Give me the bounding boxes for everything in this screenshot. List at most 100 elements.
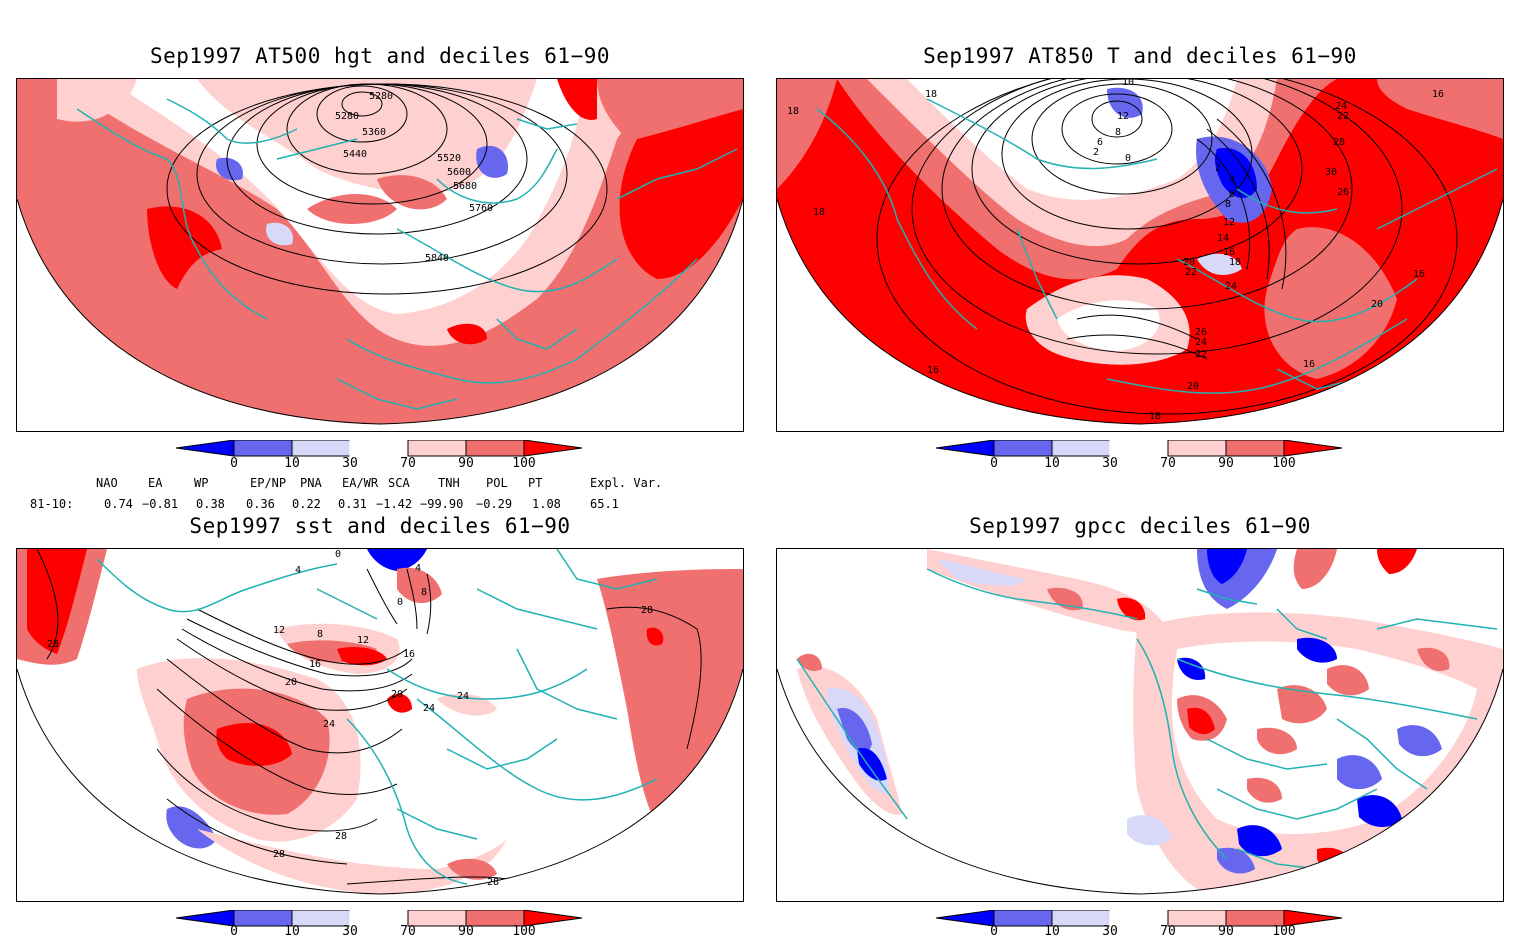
- contour-label: 20: [1371, 299, 1383, 310]
- colorbar-tick: 30: [342, 456, 358, 471]
- contour-label: 28: [335, 831, 347, 842]
- index-header: PNA: [300, 476, 322, 490]
- contour-label: 28: [641, 605, 653, 616]
- contour-label: 28: [487, 877, 499, 888]
- contour-label: 20: [285, 677, 297, 688]
- colorbar-bottom-left: 0 10 30 70 90 100: [175, 909, 586, 940]
- contour-label: 12: [1223, 217, 1235, 228]
- contour-label: 16: [1413, 269, 1425, 280]
- contour-label: 28: [47, 639, 59, 650]
- colorbar-tick: 70: [1160, 924, 1176, 939]
- contour-label: 18: [787, 106, 799, 117]
- contour-label: 4: [1229, 175, 1235, 186]
- contour-label: 16: [309, 659, 321, 670]
- contour-label: 2: [1215, 163, 1221, 174]
- contour-label: 24: [1225, 281, 1237, 292]
- contour-label: 6: [1229, 189, 1235, 200]
- contour-label: 20: [1187, 381, 1199, 392]
- contour-label: 16: [1303, 359, 1315, 370]
- contour-label: 16: [403, 649, 415, 660]
- contour-label: 5360: [362, 127, 386, 138]
- colorbar-tick: 30: [1102, 456, 1118, 471]
- index-header: TNH: [438, 476, 460, 490]
- index-value: 0.38: [196, 497, 225, 511]
- index-header: NAO: [96, 476, 118, 490]
- index-value: 0.74: [104, 497, 133, 511]
- index-value: −99.90: [420, 497, 464, 511]
- contour-label: 28: [273, 849, 285, 860]
- index-value: −0.29: [476, 497, 513, 511]
- colorbar-tick: 100: [512, 924, 536, 939]
- index-header: EA: [148, 476, 163, 490]
- contour-label: 22: [1185, 267, 1197, 278]
- index-value: 0.36: [246, 497, 275, 511]
- contour-label: 5680: [453, 181, 477, 192]
- contour-label: 10: [1122, 79, 1134, 88]
- colorbar-tick: 90: [458, 924, 474, 939]
- colorbar-tick: 10: [1044, 924, 1060, 939]
- index-header: EA/WR: [342, 476, 379, 490]
- contour-label: 18: [1229, 257, 1241, 268]
- contour-label: 16: [1432, 89, 1444, 100]
- panel-title-t850: Sep1997 AT850 T and deciles 61−90: [923, 44, 1357, 68]
- index-header: POL: [486, 476, 508, 490]
- colorbar-tick: 100: [1272, 456, 1296, 471]
- index-value: 0.22: [292, 497, 321, 511]
- contour-label: 5600: [447, 167, 471, 178]
- contour-label: 8: [1115, 127, 1121, 138]
- index-header: PT: [528, 476, 543, 490]
- colorbar-tick: 90: [1218, 924, 1234, 939]
- colorbar-bottom-right: 0 10 30 70 90 100: [935, 909, 1346, 940]
- colorbar-tick: 90: [458, 456, 474, 471]
- map-t850: 18 18 16 18 16 10 12 8 6 2 0 2 4 6 8 12 …: [776, 78, 1504, 432]
- panel-title-sst: Sep1997 sst and deciles 61−90: [189, 514, 571, 538]
- contour-label: 16: [1223, 247, 1235, 258]
- colorbar-tick: 70: [400, 456, 416, 471]
- contour-label: 28: [1333, 137, 1345, 148]
- colorbar-tick: 0: [990, 924, 998, 939]
- colorbar-tick: 70: [1160, 456, 1176, 471]
- contour-label: 24: [1335, 101, 1347, 112]
- contour-label: 4: [415, 563, 421, 574]
- contour-label: 5840: [425, 253, 449, 264]
- panel-title-hgt500: Sep1997 AT500 hgt and deciles 61−90: [149, 44, 610, 68]
- contour-label: 12: [357, 635, 369, 646]
- contour-label: 16: [927, 365, 939, 376]
- contour-label: 24: [457, 691, 469, 702]
- contour-label: 5280: [369, 91, 393, 102]
- contour-label: 18: [925, 89, 937, 100]
- colorbar-top-right: 0 10 30 70 90 100: [935, 439, 1346, 480]
- colorbar-tick: 90: [1218, 456, 1234, 471]
- index-value: −0.81: [142, 497, 179, 511]
- contour-label: 6: [1097, 137, 1103, 148]
- contour-label: 5440: [343, 149, 367, 160]
- contour-label: 24: [323, 719, 335, 730]
- contour-label: 12: [1117, 111, 1129, 122]
- contour-label: 18: [1149, 411, 1161, 422]
- index-value: 0.31: [338, 497, 367, 511]
- contour-label: 8: [317, 629, 323, 640]
- map-hgt500: 5280 5280 5360 5440 5520 5600 5680 5760 …: [16, 78, 744, 432]
- contour-label: 2: [1093, 147, 1099, 158]
- contour-label: 8: [1225, 199, 1231, 210]
- colorbar-tick: 0: [230, 456, 238, 471]
- contour-label: 0: [397, 597, 403, 608]
- panel-title-gpcc: Sep1997 gpcc deciles 61−90: [969, 514, 1311, 538]
- contour-label: 18: [813, 207, 825, 218]
- contour-label: 0: [1125, 153, 1131, 164]
- contour-label: 12: [273, 625, 285, 636]
- contour-label: 5760: [469, 203, 493, 214]
- contour-label: 24: [1195, 337, 1207, 348]
- colorbar-tick: 0: [230, 924, 238, 939]
- index-header: WP: [194, 476, 209, 490]
- contour-label: 30: [1325, 167, 1337, 178]
- colorbar-top-left: 0 10 30 70 90 100: [175, 439, 586, 480]
- contour-label: 8: [421, 587, 427, 598]
- index-row-label: 81-10:: [30, 497, 74, 511]
- contour-label: 20: [1183, 257, 1195, 268]
- index-value: 65.1: [590, 497, 619, 511]
- colorbar-tick: 30: [342, 924, 358, 939]
- contour-label: 4: [295, 565, 301, 576]
- contour-label: 22: [1195, 349, 1207, 360]
- contour-label: 24: [423, 703, 435, 714]
